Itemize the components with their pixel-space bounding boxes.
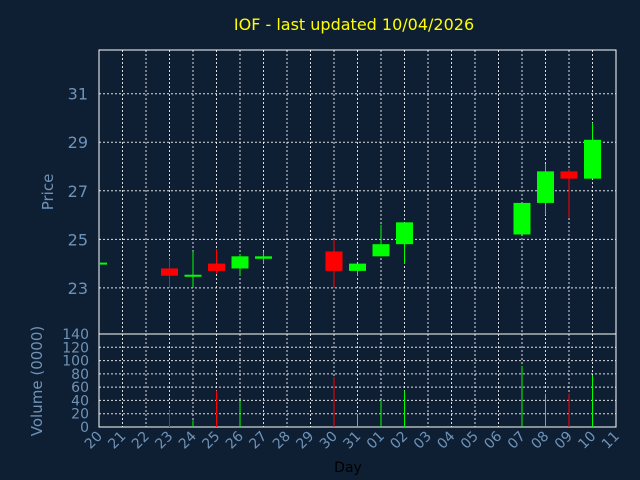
- volume-tick-label: 20: [71, 407, 89, 423]
- x-tick-label: 22: [129, 429, 153, 453]
- candle-body: [560, 171, 578, 179]
- x-tick-label: 24: [176, 428, 200, 452]
- candle: [184, 251, 202, 288]
- candle-body: [513, 202, 531, 235]
- candle-body: [255, 256, 272, 259]
- candle-body: [161, 268, 178, 276]
- chart-title: IOF - last updated 10/04/2026: [234, 15, 474, 34]
- volume-tick-label: 40: [71, 393, 89, 409]
- volume-tick-label: 0: [80, 420, 89, 436]
- x-tick-label: 01: [364, 429, 388, 453]
- candle-body: [584, 139, 601, 179]
- candle-body: [537, 171, 554, 203]
- volume-layer: [169, 365, 593, 427]
- candle: [325, 239, 343, 288]
- candle-body: [349, 263, 366, 271]
- x-tick-label: 07: [505, 429, 529, 453]
- candle: [255, 251, 272, 264]
- y-tick-label: 23: [68, 279, 88, 298]
- candle-body: [231, 256, 249, 269]
- volume-tick-label: 80: [71, 367, 89, 383]
- x-tick-label: 09: [552, 429, 576, 453]
- x-tick-label: 28: [270, 429, 294, 453]
- volume-tick-label: 120: [62, 340, 89, 356]
- volume-tick-label: 100: [62, 354, 89, 370]
- x-tick-label: 27: [246, 429, 270, 453]
- candle-layer: [99, 122, 601, 288]
- y-axis-label: Price: [39, 174, 57, 211]
- x-tick-label: 10: [575, 429, 599, 453]
- candle-body: [99, 262, 107, 265]
- x-tick-label: 06: [481, 428, 505, 452]
- x-tick-label: 31: [340, 429, 364, 453]
- x-tick-label: 21: [105, 429, 129, 453]
- candle: [208, 249, 225, 274]
- volume-tick-label: 60: [71, 380, 89, 396]
- x-tick-label: 23: [152, 429, 176, 453]
- candle: [349, 263, 366, 276]
- volume-tick-label: 140: [62, 327, 89, 343]
- y-tick-label: 25: [68, 230, 88, 249]
- x-tick-label: 02: [387, 429, 411, 453]
- x-tick-label: 25: [199, 429, 223, 453]
- candle-body: [372, 244, 390, 257]
- candle: [99, 262, 107, 265]
- x-tick-label: 30: [317, 429, 341, 453]
- candle: [584, 122, 601, 179]
- x-tick-label: 11: [599, 429, 623, 453]
- y-tick-label: 27: [68, 182, 88, 201]
- y-tick-label: 31: [68, 85, 88, 104]
- volume-axis-label: Volume (0000): [28, 326, 46, 436]
- x-tick-label: 08: [528, 429, 552, 453]
- x-tick-label: 03: [411, 429, 435, 453]
- candle-body: [396, 222, 413, 245]
- grid-layer: [98, 50, 617, 427]
- x-tick-label: 05: [458, 429, 482, 453]
- candle: [231, 253, 249, 276]
- x-tick-label: 04: [434, 428, 458, 452]
- x-axis-label: Day: [334, 460, 362, 476]
- candle: [161, 258, 178, 288]
- candle-body: [184, 274, 202, 277]
- x-tick-label: 26: [223, 428, 247, 452]
- x-tick-label: 29: [293, 429, 317, 453]
- candle-body: [325, 251, 343, 271]
- candle: [560, 168, 578, 218]
- candle: [396, 222, 413, 264]
- candle-body: [208, 263, 225, 271]
- candle: [537, 164, 554, 216]
- candle: [513, 202, 531, 235]
- candle: [372, 224, 390, 257]
- y-tick-label: 29: [68, 133, 88, 152]
